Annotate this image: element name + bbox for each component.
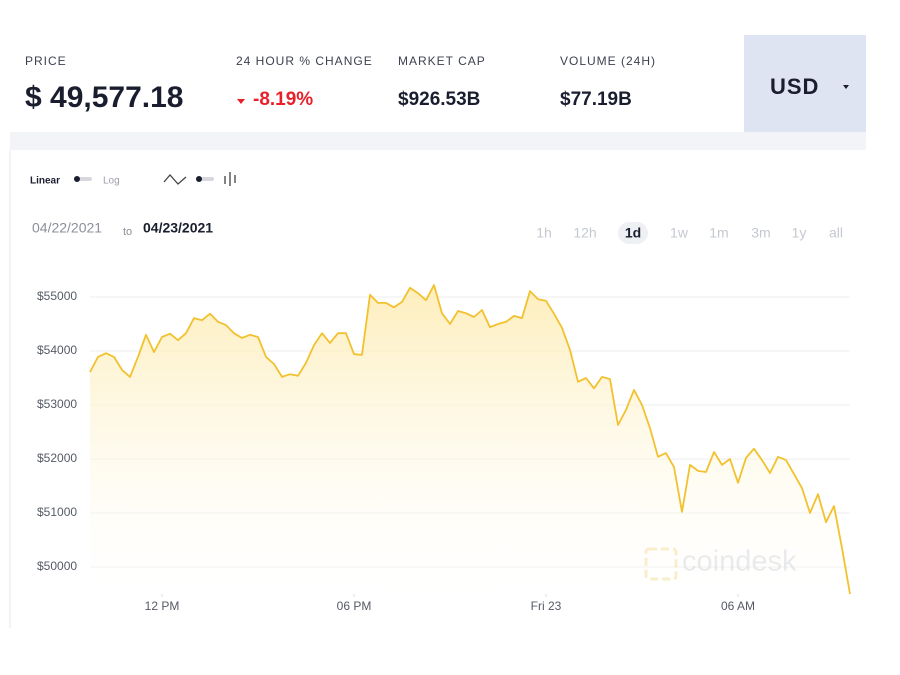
range-button[interactable]: 1h	[536, 225, 552, 241]
stat-value: $ 49,577.18	[25, 81, 183, 114]
stat-label: 24 HOUR % CHANGE	[236, 54, 373, 68]
y-tick-label: $53000	[37, 397, 77, 411]
x-tick-label: 12 PM	[145, 599, 180, 613]
scale-option[interactable]: Linear	[30, 176, 60, 187]
caret	[843, 85, 849, 89]
range-button[interactable]: 1m	[709, 225, 728, 241]
toggle-knob	[74, 176, 80, 182]
stat-value: -8.19%	[253, 89, 313, 110]
plot	[89, 284, 851, 595]
stat-label: PRICE	[25, 54, 67, 68]
stats-card	[10, 35, 866, 132]
y-tick-label: $51000	[37, 505, 77, 519]
y-tick-label: $55000	[37, 289, 77, 303]
x-tick-label: Fri 23	[531, 599, 562, 613]
currency-label[interactable]: USD	[770, 74, 819, 99]
separator	[10, 132, 866, 150]
candle-icon[interactable]	[224, 172, 236, 186]
stat-label: VOLUME (24H)	[560, 54, 656, 68]
stat-value: $926.53B	[398, 89, 480, 110]
price-line	[89, 284, 851, 595]
range-button[interactable]: 3m	[751, 225, 770, 241]
price-area	[90, 285, 850, 594]
range-button[interactable]: 1d	[625, 225, 641, 241]
stat-label: MARKET CAP	[398, 54, 486, 68]
watermark-icon	[644, 547, 678, 581]
range-end[interactable]: 04/23/2021	[143, 220, 213, 236]
range-pill[interactable]	[618, 222, 648, 244]
y-tick-label: $50000	[37, 559, 77, 573]
y-tick-label: $52000	[37, 451, 77, 465]
range-button[interactable]: all	[829, 225, 843, 241]
range-button[interactable]: 12h	[573, 225, 596, 241]
scale-option[interactable]: Log	[103, 176, 120, 187]
range-button[interactable]: 1w	[670, 225, 689, 241]
stat-value: $77.19B	[560, 89, 632, 110]
x-tick-label: 06 AM	[721, 599, 755, 613]
range-start[interactable]: 04/22/2021	[32, 220, 102, 236]
line-icon[interactable]	[163, 174, 187, 185]
down-arrow	[237, 99, 245, 104]
watermark: coindesk	[644, 546, 797, 581]
x-tick-label: 06 PM	[337, 599, 372, 613]
toggle-knob	[196, 176, 202, 182]
range-buttons: 1h 12h 1d 1w 1m 3m 1y all	[536, 222, 843, 244]
currency-selector[interactable]	[744, 35, 866, 132]
range-button[interactable]: 1y	[792, 225, 807, 241]
watermark-text: coindesk	[682, 546, 797, 578]
y-tick-label: $54000	[37, 343, 77, 357]
range-connector: to	[123, 226, 132, 238]
